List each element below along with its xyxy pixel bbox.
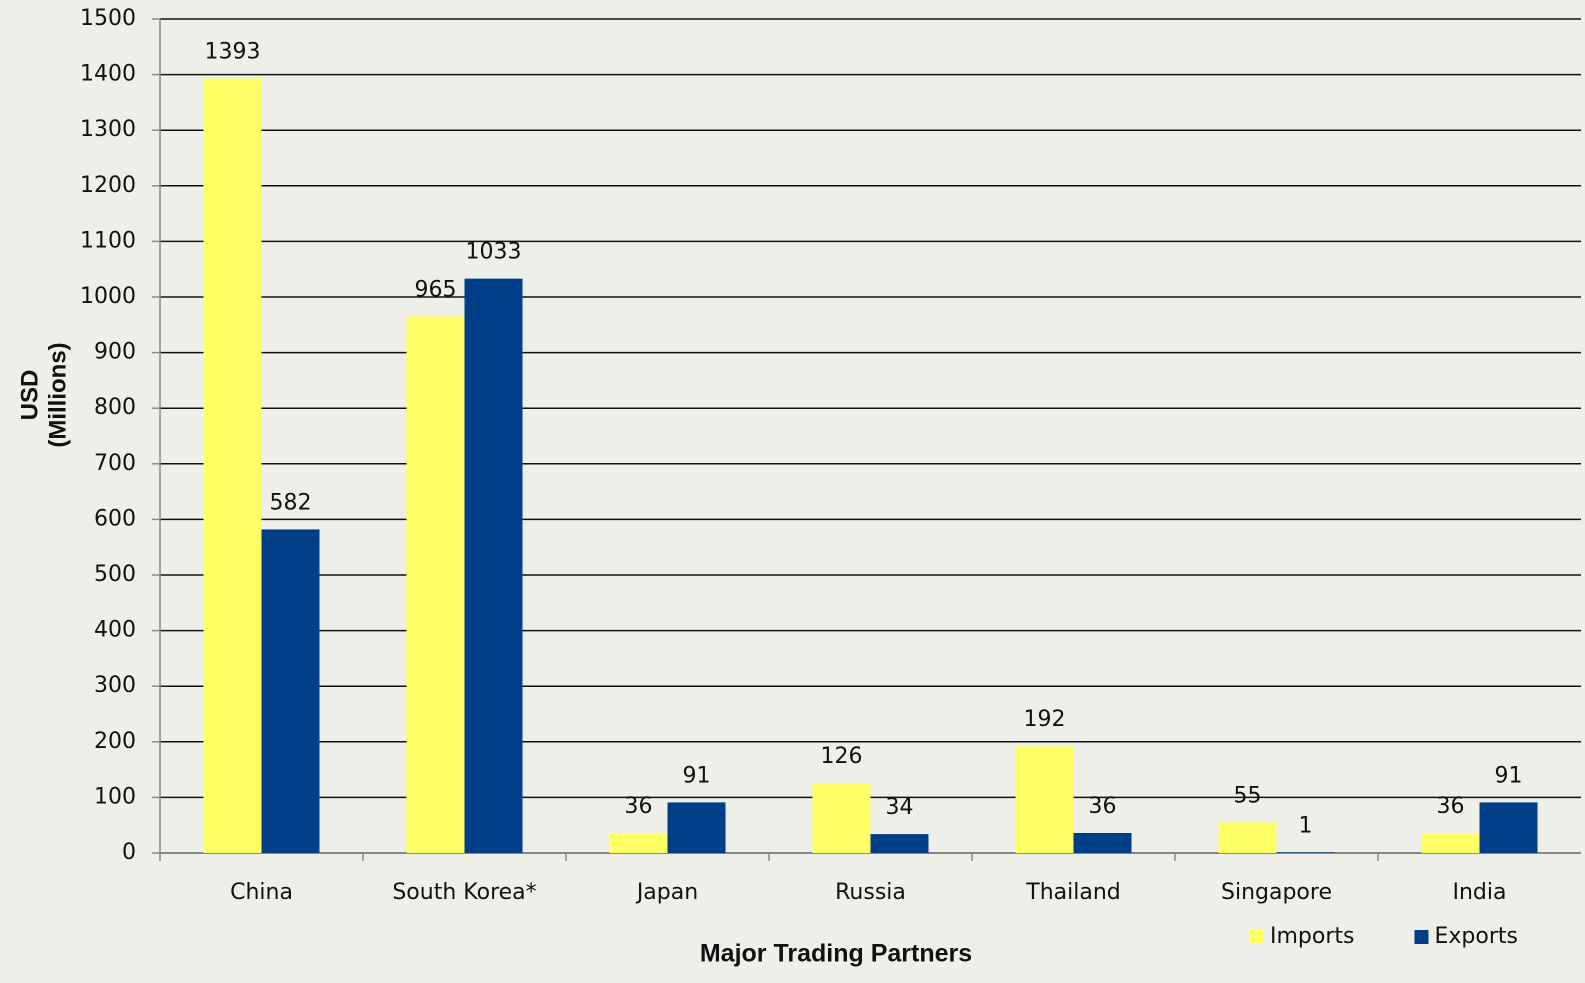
- value-label: 55: [1234, 783, 1262, 808]
- x-axis-label: Major Trading Partners: [700, 940, 972, 968]
- y-tick-label: 1200: [80, 173, 136, 198]
- value-label: 192: [1024, 707, 1066, 732]
- y-tick-label: 200: [94, 729, 136, 754]
- bar: [1073, 832, 1132, 853]
- x-tick-label: Japan: [635, 880, 698, 905]
- y-tick-label: 400: [94, 618, 136, 643]
- legend-label: Imports: [1270, 924, 1354, 949]
- value-label: 1393: [205, 39, 261, 64]
- bar: [406, 316, 465, 854]
- bar: [1421, 832, 1480, 853]
- value-label: 965: [415, 277, 457, 302]
- x-tick-label: China: [230, 880, 293, 905]
- x-tick-label: Thailand: [1025, 880, 1120, 905]
- x-tick-label: India: [1453, 880, 1507, 905]
- value-label: 1033: [466, 240, 522, 265]
- bar: [203, 78, 262, 853]
- value-label: 36: [625, 794, 653, 819]
- value-label: 582: [270, 490, 312, 515]
- value-label: 91: [683, 763, 711, 788]
- value-label: 91: [1495, 763, 1523, 788]
- bar: [261, 529, 320, 853]
- value-label: 36: [1437, 794, 1465, 819]
- value-label: 1: [1299, 813, 1313, 838]
- value-label: 126: [821, 744, 863, 769]
- bar: [609, 832, 668, 853]
- y-tick-label: 500: [94, 562, 136, 587]
- y-axis-label-line: USD: [16, 370, 43, 421]
- y-tick-label: 1400: [80, 62, 136, 87]
- y-axis-label: USD (Millions): [16, 342, 71, 447]
- y-tick-label: 900: [94, 340, 136, 365]
- bar: [1218, 822, 1277, 853]
- x-tick-label: Singapore: [1221, 880, 1332, 905]
- y-tick-label: 1500: [80, 6, 136, 31]
- y-tick-label: 300: [94, 673, 136, 698]
- y-tick-label: 1100: [80, 228, 136, 253]
- bar: [464, 278, 523, 854]
- y-tick-label: 100: [94, 784, 136, 809]
- y-axis-label-line: (Millions): [44, 342, 71, 447]
- bar: [1276, 852, 1335, 853]
- y-tick-label: 1300: [80, 117, 136, 142]
- legend-swatch: [1250, 930, 1264, 944]
- bar: [870, 834, 929, 853]
- x-tick-label: South Korea*: [392, 880, 536, 905]
- y-tick-label: 700: [94, 451, 136, 476]
- x-tick-label: Russia: [835, 880, 906, 905]
- bar: [667, 802, 726, 853]
- y-tick-label: 1000: [80, 284, 136, 309]
- legend-swatch: [1414, 930, 1429, 944]
- bar: [1479, 802, 1538, 853]
- y-tick-label: 800: [94, 395, 136, 420]
- bar: [1015, 746, 1074, 853]
- value-label: 36: [1089, 794, 1117, 819]
- y-tick-label: 600: [94, 506, 136, 531]
- legend-label: Exports: [1434, 924, 1517, 949]
- bar: [812, 782, 871, 853]
- value-label: 34: [886, 795, 914, 820]
- y-tick-label: 0: [122, 840, 136, 865]
